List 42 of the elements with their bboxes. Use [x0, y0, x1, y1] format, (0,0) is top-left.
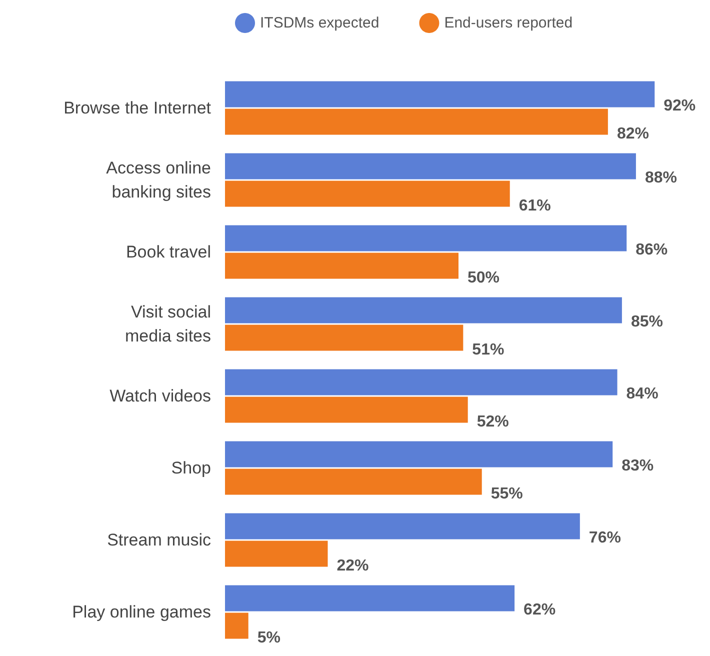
data-label: 51% — [472, 341, 504, 358]
data-label: 52% — [476, 413, 509, 430]
y-tick-label: Book travel — [126, 242, 211, 262]
y-tick-label: Access online banking sites — [106, 158, 211, 202]
data-label: 62% — [524, 602, 556, 619]
bar — [225, 180, 510, 207]
y-tick-label: Stream music — [107, 530, 212, 550]
bar — [225, 612, 248, 639]
legend-label: End-users reported — [444, 14, 573, 32]
data-label: 85% — [630, 314, 663, 331]
bar — [225, 441, 613, 468]
data-label: 55% — [490, 485, 523, 502]
data-label: 76% — [588, 530, 621, 547]
data-label: 84% — [626, 386, 658, 403]
data-label: 5% — [257, 629, 280, 646]
bar — [225, 153, 636, 180]
data-label: 92% — [664, 98, 696, 115]
y-tick-label: Shop — [171, 458, 211, 478]
data-label: 88% — [644, 170, 677, 187]
bar — [225, 396, 468, 423]
bar — [225, 468, 482, 495]
y-tick-label: Play online games — [72, 602, 211, 622]
y-tick-label: Browse the Internet — [64, 98, 212, 118]
bar — [225, 252, 458, 279]
data-label: 61% — [518, 197, 551, 214]
bar — [225, 297, 622, 324]
bar — [225, 324, 464, 351]
bar — [225, 540, 328, 567]
bar — [225, 81, 655, 108]
bar — [225, 108, 608, 135]
bar — [225, 225, 627, 252]
data-label: 82% — [616, 125, 649, 142]
y-tick-label: Visit social media sites — [125, 302, 211, 346]
bar — [225, 513, 580, 540]
legend-label: ITSDMs expected — [260, 14, 380, 32]
data-label: 83% — [622, 458, 654, 475]
data-label: 50% — [468, 269, 500, 286]
bar — [225, 369, 618, 396]
bar — [225, 585, 515, 612]
data-label: 86% — [636, 242, 668, 259]
data-label: 22% — [336, 557, 369, 574]
y-tick-label: Watch videos — [110, 386, 211, 406]
